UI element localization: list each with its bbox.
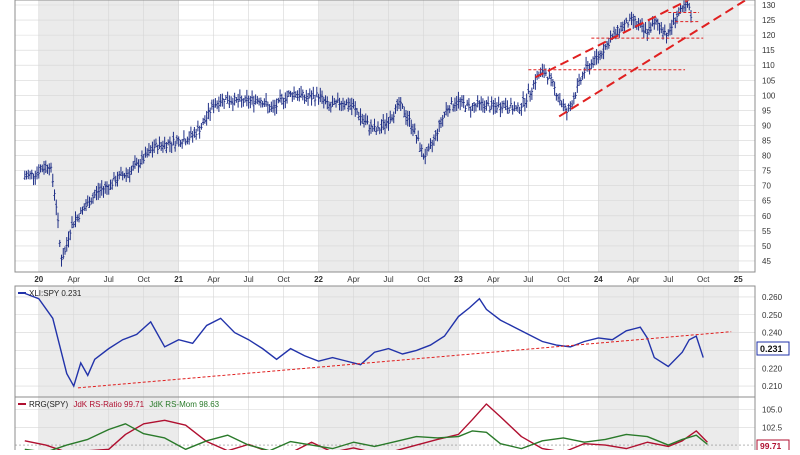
price-ytick-label-8: 85 bbox=[762, 137, 771, 146]
xtick-label-11: Oct bbox=[417, 275, 430, 284]
ratio-ytick-label-1: 0.220 bbox=[762, 364, 783, 373]
rs-mom-line bbox=[24, 423, 708, 453]
rrg-last-value: 99.71 bbox=[760, 441, 782, 450]
price-ytick-label-15: 120 bbox=[762, 31, 776, 40]
price-ytick-label-10: 95 bbox=[762, 106, 771, 115]
price-ytick-label-2: 55 bbox=[762, 227, 771, 236]
xtick-label-0: 20 bbox=[34, 275, 43, 284]
ratio-ytick-label-4: 0.250 bbox=[762, 311, 783, 320]
price-ytick-label-9: 90 bbox=[762, 121, 771, 130]
price-ytick-label-11: 100 bbox=[762, 91, 776, 100]
rrg-ytick-label-0: 102.5 bbox=[762, 423, 783, 432]
xtick-label-5: Apr bbox=[207, 275, 220, 284]
ratio-ytick-label-0: 0.210 bbox=[762, 382, 783, 391]
xtick-label-17: Apr bbox=[627, 275, 640, 284]
trend-channel bbox=[528, 0, 748, 118]
price-ytick-label-1: 50 bbox=[762, 242, 771, 251]
xtick-label-4: 21 bbox=[174, 275, 183, 284]
rrg-legend-ratio: JdK RS-Ratio 99.71 bbox=[73, 400, 144, 409]
price-panel-frame bbox=[14, 0, 756, 273]
xtick-label-18: Jul bbox=[663, 275, 673, 284]
price-ytick-label-0: 45 bbox=[762, 257, 771, 266]
grid-lines bbox=[15, 0, 755, 455]
price-ytick-label-3: 60 bbox=[762, 212, 771, 221]
price-bars bbox=[23, 0, 693, 267]
price-ytick-label-14: 115 bbox=[762, 46, 775, 55]
price-ytick-label-13: 110 bbox=[762, 61, 775, 70]
xtick-label-13: Apr bbox=[487, 275, 500, 284]
ratio-legend: XLI:SPY 0.231 bbox=[29, 289, 82, 298]
rrg-legend: RRG(SPY) JdK RS-Ratio 99.71 JdK RS-Mom 9… bbox=[29, 400, 220, 409]
rrg-legend-prefix: RRG(SPY) bbox=[29, 400, 68, 409]
xtick-label-1: Apr bbox=[68, 275, 81, 284]
ratio-trendline bbox=[77, 331, 732, 389]
price-ytick-label-5: 70 bbox=[762, 182, 771, 191]
xtick-label-15: Oct bbox=[557, 275, 570, 284]
xtick-label-14: Jul bbox=[523, 275, 533, 284]
xtick-label-19: Oct bbox=[697, 275, 710, 284]
ratio-last-value-box bbox=[756, 341, 790, 356]
xtick-label-7: Oct bbox=[277, 275, 290, 284]
xtick-label-12: 23 bbox=[454, 275, 463, 284]
ratio-ytick-label-3: 0.240 bbox=[762, 329, 783, 338]
price-ytick-label-6: 75 bbox=[762, 167, 771, 176]
xtick-label-10: Jul bbox=[383, 275, 393, 284]
price-ytick-label-16: 125 bbox=[762, 16, 776, 25]
ratio-last-value: 0.231 bbox=[760, 344, 783, 354]
price-ytick-label-12: 105 bbox=[762, 76, 776, 85]
price-ytick-label-7: 80 bbox=[762, 152, 771, 161]
rrg-ytick-label-1: 105.0 bbox=[762, 406, 783, 415]
xtick-label-6: Jul bbox=[243, 275, 253, 284]
channel-lower-line bbox=[558, 0, 748, 118]
rrg-panel-frame bbox=[14, 396, 756, 455]
axes: 45 50 55 60 65 70 75 80 85 90 95 100 105 110 115 120 125… bbox=[34, 1, 782, 432]
price-ytick-label-17: 130 bbox=[762, 1, 776, 10]
rrg-legend-mom: JdK RS-Mom 98.63 bbox=[149, 400, 219, 409]
xtick-label-9: Apr bbox=[347, 275, 360, 284]
xtick-label-20: 25 bbox=[734, 275, 743, 284]
xtick-label-3: Oct bbox=[137, 275, 150, 284]
ratio-line bbox=[24, 292, 704, 388]
channel-upper-line bbox=[534, 0, 691, 79]
xtick-label-2: Jul bbox=[104, 275, 114, 284]
price-ytick-label-4: 65 bbox=[762, 197, 771, 206]
xtick-label-8: 22 bbox=[314, 275, 323, 284]
xtick-label-16: 24 bbox=[594, 275, 603, 284]
ratio-line-layer bbox=[24, 292, 732, 389]
ratio-ytick-label-5: 0.260 bbox=[762, 293, 783, 302]
